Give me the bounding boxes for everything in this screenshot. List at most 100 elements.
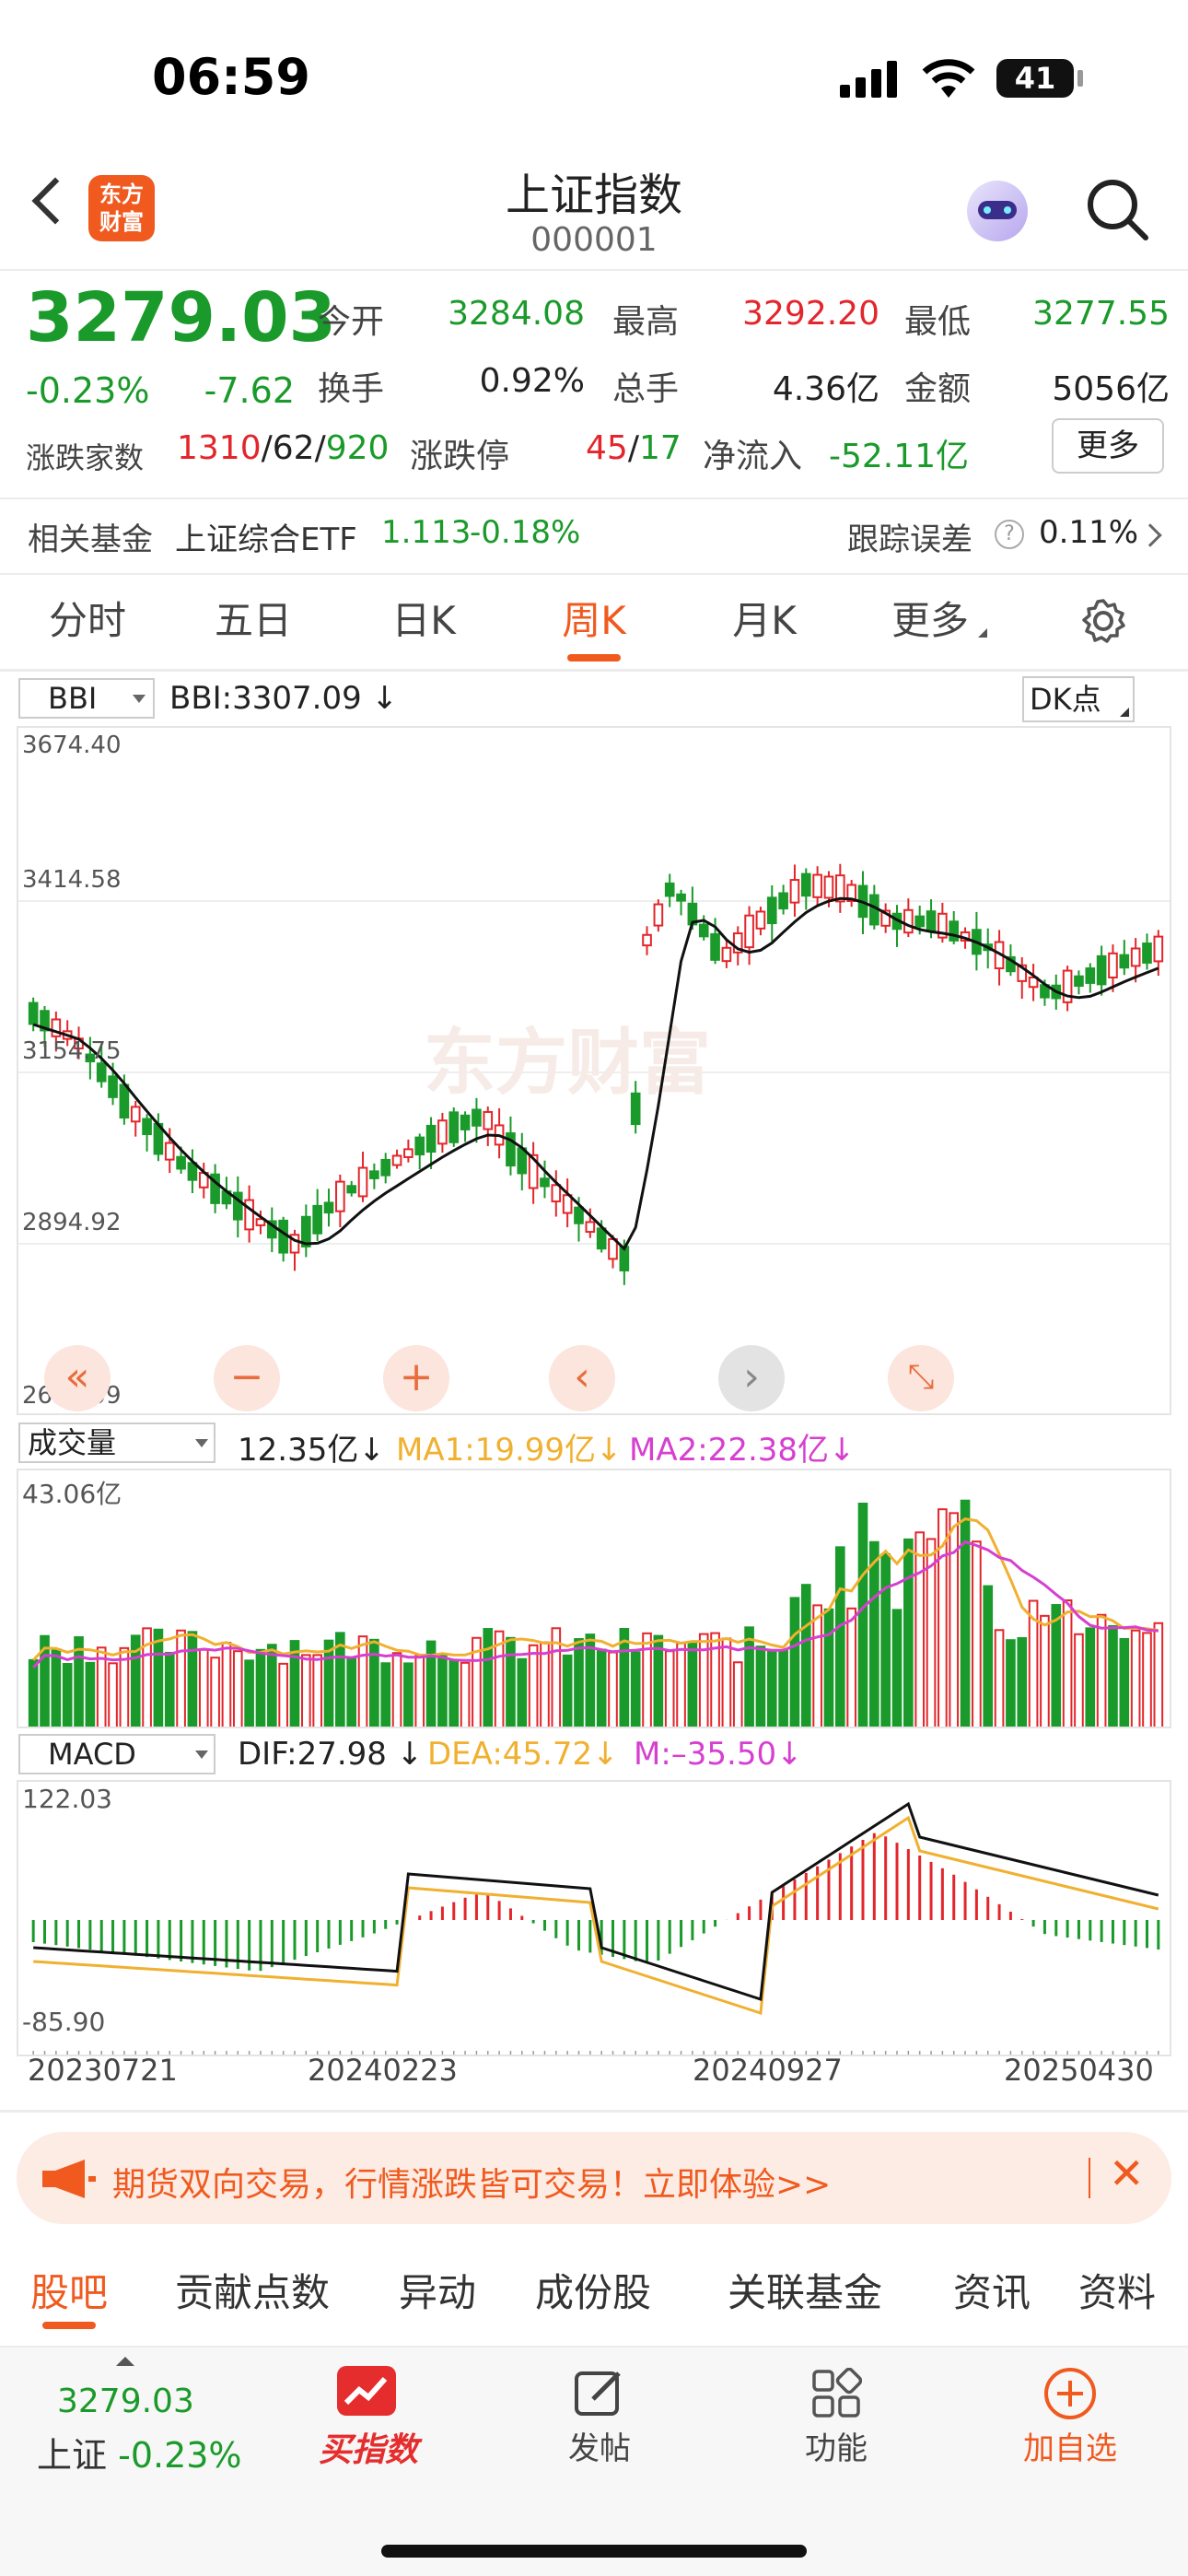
fullscreen-button[interactable]: ⤡ xyxy=(888,1345,954,1411)
candle xyxy=(653,903,664,927)
related-fund-row[interactable]: 相关基金 上证综合ETF 1.113 -0.18% 跟踪误差 ? 0.11% xyxy=(0,505,1188,566)
volume-bar xyxy=(1142,1632,1152,1727)
volume-bar xyxy=(1040,1614,1050,1727)
tab-guba[interactable]: 股吧 xyxy=(29,2270,108,2315)
tab-daily-k[interactable]: 日K xyxy=(391,598,456,643)
candle xyxy=(357,1166,368,1198)
volume-bar xyxy=(1028,1599,1039,1727)
candle xyxy=(551,1184,562,1203)
candle xyxy=(926,910,937,932)
main-indicator-select[interactable]: BBI xyxy=(18,678,155,719)
volume-bar xyxy=(721,1637,732,1727)
functions-label[interactable]: 功能 xyxy=(805,2430,868,2467)
change-percent: -0.23% xyxy=(26,370,150,411)
add-watchlist-label[interactable]: 加自选 xyxy=(1023,2430,1117,2467)
candle xyxy=(1119,954,1130,969)
tab-intraday[interactable]: 分时 xyxy=(48,598,126,643)
app-logo: 东方 财富 xyxy=(88,175,155,241)
settings-gear-icon[interactable] xyxy=(1079,597,1127,645)
volume-bar xyxy=(869,1540,879,1727)
limit-values: 45/17 xyxy=(586,429,681,467)
volume-bar xyxy=(687,1642,698,1727)
post-label[interactable]: 发帖 xyxy=(568,2430,631,2467)
promo-banner[interactable]: 期货双向交易，行情涨跌皆可交易！立即体验>> ✕ xyxy=(17,2132,1171,2224)
volume-bar xyxy=(494,1630,505,1727)
volume-bar xyxy=(335,1632,345,1727)
macd-svg xyxy=(31,1801,1160,2055)
candle xyxy=(448,1111,460,1143)
macd-indicator-select[interactable]: MACD xyxy=(18,1734,215,1774)
candle xyxy=(732,932,743,954)
promo-text: 期货双向交易，行情涨跌皆可交易！立即体验>> xyxy=(112,2166,832,2204)
amount-label: 金额 xyxy=(904,370,972,408)
dk-point-button[interactable]: DK点 xyxy=(1022,676,1135,722)
candle xyxy=(119,1083,130,1119)
x-label-3: 20240927 xyxy=(693,2053,843,2088)
more-button[interactable]: 更多 xyxy=(1052,418,1164,474)
robot-assistant-icon[interactable] xyxy=(967,181,1028,241)
megaphone-icon xyxy=(42,2160,96,2198)
tab-more[interactable]: 更多 xyxy=(891,598,969,643)
volume-bar xyxy=(1119,1637,1130,1727)
zoom-out-button[interactable]: − xyxy=(214,1345,280,1411)
macd-chart[interactable] xyxy=(17,1780,1171,2056)
volume-bar xyxy=(414,1654,425,1727)
zoom-in-button[interactable]: + xyxy=(383,1345,449,1411)
buy-index-button[interactable]: 买指数 xyxy=(295,2366,442,2495)
macd-min-label: -85.90 xyxy=(22,2007,106,2037)
candle xyxy=(698,923,709,938)
volume-bar xyxy=(96,1646,107,1727)
volume-bar xyxy=(891,1609,903,1727)
scroll-left-button[interactable]: ‹ xyxy=(549,1345,615,1411)
candle xyxy=(403,1148,413,1158)
add-watchlist-icon[interactable] xyxy=(1042,2366,1098,2421)
kline-svg: 东方财富 xyxy=(18,863,1170,1285)
candle xyxy=(312,1204,322,1235)
candle xyxy=(301,1215,311,1247)
more-caret-icon xyxy=(978,628,987,638)
candle xyxy=(812,873,822,898)
tab-profile[interactable]: 资料 xyxy=(1077,2270,1156,2315)
x-label-1: 20230721 xyxy=(28,2053,178,2088)
info-icon[interactable]: ? xyxy=(995,520,1024,549)
candle xyxy=(834,874,845,903)
tab-related-funds[interactable]: 关联基金 xyxy=(727,2270,882,2315)
tab-five-day[interactable]: 五日 xyxy=(214,598,292,643)
volume-bar xyxy=(130,1634,141,1727)
fund-price: 1.113 xyxy=(381,514,472,551)
candle xyxy=(800,872,811,897)
volume-chart[interactable] xyxy=(17,1469,1171,1728)
tab-abnormal[interactable]: 异动 xyxy=(398,2270,476,2315)
down-arrow-icon: ↓ xyxy=(371,680,399,717)
close-icon[interactable]: ✕ xyxy=(1109,2149,1145,2198)
candle xyxy=(574,1206,584,1224)
volume-bar xyxy=(1130,1629,1141,1727)
volume-bar xyxy=(800,1584,811,1727)
compose-post-icon[interactable] xyxy=(573,2366,626,2419)
tab-constituents[interactable]: 成份股 xyxy=(534,2270,651,2315)
scroll-right-button[interactable]: › xyxy=(718,1345,785,1411)
volume-bar xyxy=(40,1634,50,1727)
volume-bar xyxy=(483,1628,494,1727)
candle xyxy=(540,1177,550,1188)
functions-grid-icon[interactable] xyxy=(810,2368,862,2419)
fast-rewind-button[interactable]: « xyxy=(44,1345,111,1411)
back-icon[interactable] xyxy=(31,177,79,225)
tab-news[interactable]: 资讯 xyxy=(952,2270,1031,2315)
candle xyxy=(232,1191,243,1221)
candle xyxy=(1153,935,1164,963)
tab-monthly-k[interactable]: 月K xyxy=(732,598,797,643)
candle xyxy=(414,1136,425,1156)
kline-chart[interactable]: 东方财富 xyxy=(17,726,1171,1415)
volume-indicator-select[interactable]: 成交量 xyxy=(18,1423,215,1463)
tab-weekly-k[interactable]: 周K xyxy=(562,598,626,643)
volume-max-label: 43.06亿 xyxy=(22,1479,122,1509)
search-icon[interactable] xyxy=(1085,177,1149,241)
candle xyxy=(289,1234,300,1254)
volume-bar xyxy=(1153,1622,1164,1727)
candle xyxy=(528,1153,539,1189)
volume-bar xyxy=(266,1644,277,1727)
tab-contribution[interactable]: 贡献点数 xyxy=(174,2270,330,2315)
volume-bar xyxy=(619,1628,630,1727)
volume-bar xyxy=(425,1640,437,1727)
